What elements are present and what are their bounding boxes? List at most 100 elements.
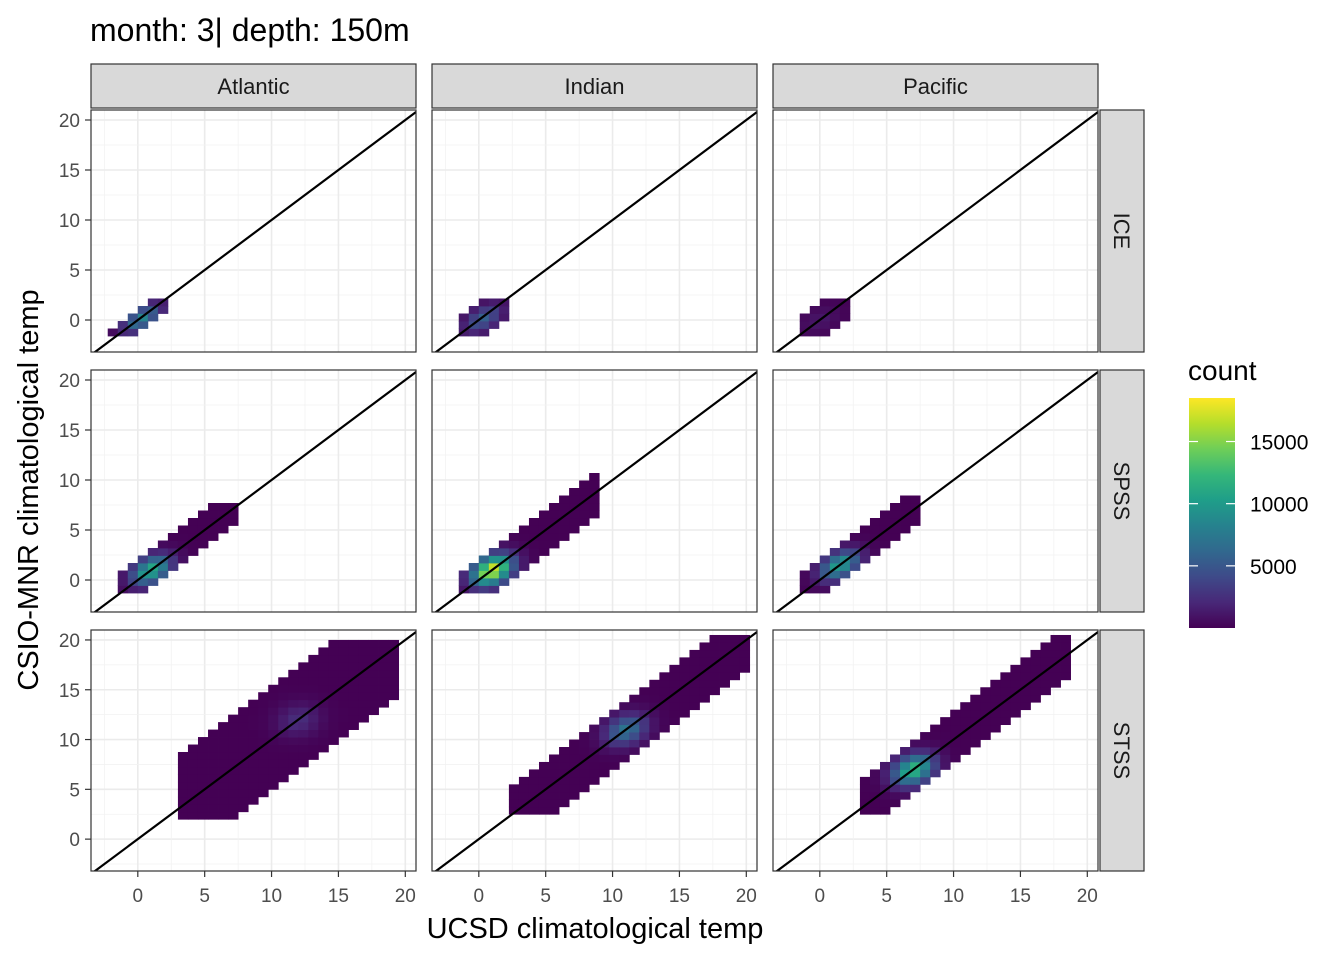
heatmap-cell — [288, 729, 299, 738]
heatmap-cell — [679, 709, 690, 718]
heatmap-cell — [187, 759, 199, 768]
heatmap-cell — [930, 769, 941, 778]
heatmap-cell — [228, 759, 239, 768]
heatmap-cell — [278, 707, 289, 716]
heatmap-cell — [278, 774, 289, 783]
heatmap-cell — [599, 769, 610, 778]
heatmap-cell — [930, 754, 941, 763]
heatmap-cell — [318, 744, 329, 753]
heatmap-cell — [338, 647, 349, 656]
heatmap-cell — [268, 699, 279, 708]
heatmap-cell — [589, 769, 600, 778]
heatmap-cell — [248, 766, 259, 775]
heatmap-cell — [649, 709, 660, 718]
heatmap-cell — [308, 707, 319, 716]
heatmap-cell — [218, 781, 229, 790]
heatmap-cell — [910, 776, 921, 785]
heatmap-cell — [669, 687, 680, 696]
heatmap-cell — [248, 781, 259, 790]
heatmap-cell — [890, 533, 901, 541]
heatmap-cell — [869, 518, 881, 526]
heatmap-cell — [127, 578, 139, 586]
heatmap-cell — [177, 796, 189, 805]
heatmap-cell — [538, 769, 550, 778]
heatmap-cell — [1000, 679, 1011, 688]
heatmap-cell — [208, 737, 219, 745]
heatmap-cell — [960, 724, 971, 733]
heatmap-cell — [589, 503, 600, 511]
heatmap-cell — [518, 563, 530, 571]
legend-title: count — [1188, 355, 1257, 386]
heatmap-cell — [488, 298, 500, 307]
heatmap-cell — [468, 585, 480, 594]
heatmap-cell — [839, 563, 851, 571]
heatmap-cell — [358, 669, 369, 678]
x-tick-label: 10 — [943, 886, 964, 907]
heatmap-cell — [177, 759, 189, 768]
heatmap-cell — [288, 714, 299, 723]
heatmap-cell — [709, 649, 720, 658]
heatmap-cell — [468, 563, 480, 571]
heatmap-cell — [609, 761, 620, 770]
heatmap-cell — [910, 495, 921, 504]
heatmap-cell — [298, 677, 309, 686]
heatmap-cell — [228, 744, 239, 753]
heatmap-cell — [900, 518, 911, 526]
heatmap-cell — [228, 737, 239, 745]
y-tick-label: 0 — [69, 311, 80, 332]
heatmap-cell — [177, 774, 189, 783]
heatmap-cell — [1040, 642, 1051, 651]
heatmap-cell — [579, 503, 590, 511]
heatmap-cell — [599, 747, 610, 755]
heatmap-cell — [197, 751, 209, 760]
heatmap-cell — [589, 480, 600, 489]
heatmap-cell — [799, 585, 811, 594]
heatmap-cell — [930, 761, 941, 770]
heatmap-cell — [528, 791, 540, 800]
heatmap-cell — [1060, 634, 1071, 643]
heatmap-cell — [669, 664, 680, 673]
heatmap-cell — [639, 717, 650, 726]
heatmap-cell — [238, 789, 249, 798]
heatmap-cell — [518, 806, 530, 815]
heatmap-cell — [980, 717, 991, 726]
heatmap-cell — [288, 699, 299, 708]
heatmap-cell — [559, 533, 570, 541]
heatmap-cell — [940, 754, 951, 763]
heatmap-cell — [458, 321, 470, 329]
heatmap-cell — [278, 714, 289, 723]
heatmap-cell — [388, 654, 400, 663]
heatmap-cell — [218, 737, 229, 745]
heatmap-cell — [799, 321, 811, 329]
heatmap-cell — [819, 578, 831, 586]
heatmap-cell — [268, 722, 279, 730]
heatmap-cell — [839, 548, 851, 556]
heatmap-cell — [890, 754, 901, 763]
heatmap-cell — [589, 747, 600, 755]
legend-tick-label: 10000 — [1250, 494, 1308, 517]
heatmap-cell — [528, 784, 540, 793]
heatmap-cell — [1000, 694, 1011, 703]
heatmap-cell — [518, 555, 530, 564]
heatmap-cell — [358, 662, 369, 671]
heatmap-cell — [699, 657, 710, 666]
heatmap-cell — [940, 732, 951, 740]
heatmap-cell — [859, 533, 871, 541]
heatmap-cell — [629, 694, 640, 703]
heatmap-cell — [298, 684, 309, 693]
heatmap-cell — [298, 692, 309, 701]
heatmap-cell — [569, 488, 580, 496]
heatmap-cell — [308, 677, 319, 686]
heatmap-cell — [238, 804, 249, 813]
heatmap-cell — [579, 518, 590, 526]
heatmap-cell — [589, 495, 600, 504]
heatmap-cell — [508, 540, 520, 549]
heatmap-cell — [278, 692, 289, 701]
panel-indian-spss — [431, 369, 758, 613]
heatmap-cell — [117, 578, 129, 586]
heatmap-cell — [518, 784, 530, 793]
heatmap-cell — [328, 684, 339, 693]
heatmap-cell — [498, 570, 510, 579]
heatmap-cell — [498, 578, 510, 586]
heatmap-cell — [228, 766, 239, 775]
